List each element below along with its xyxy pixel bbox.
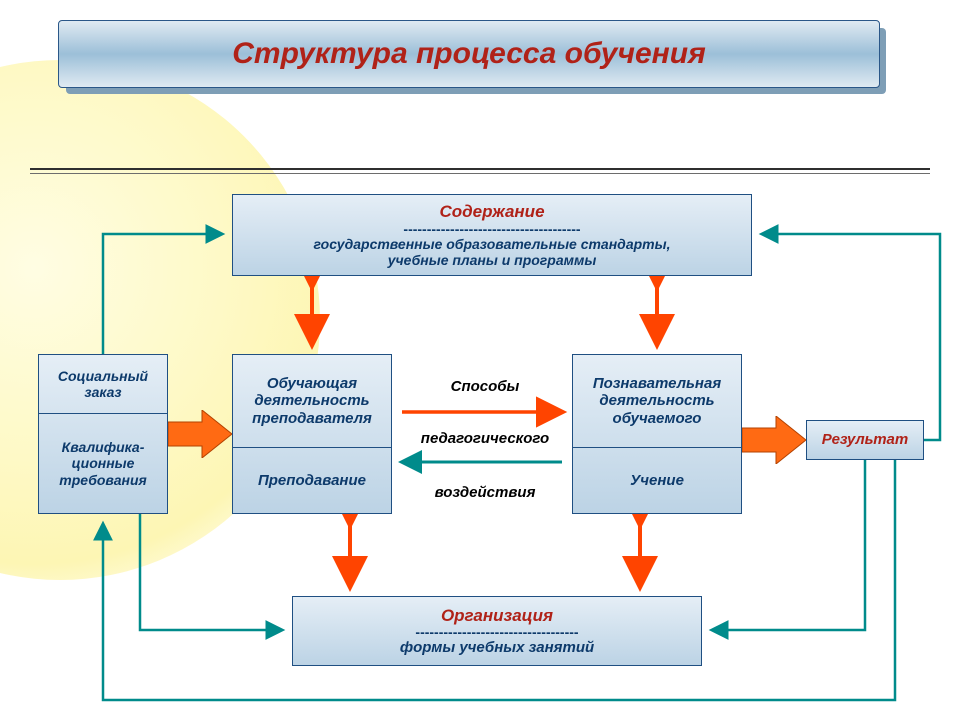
org-dashes: ----------------------------------- [415,625,578,639]
content-sub1: государственные образовательные стандарт… [314,236,671,252]
block-arrow-social-to-teacher [168,410,232,458]
center-label-3: воздействия [410,484,560,501]
content-sub2: учебные планы и программы [388,252,597,268]
box-result: Результат [806,420,924,460]
learner-top: Познавательная деятельность обучаемого [579,375,735,427]
box-content: Содержание -----------------------------… [232,194,752,276]
learner-bottom: Учение [630,472,684,489]
social-top: Социальный заказ [45,368,161,400]
content-header: Содержание [439,202,544,222]
block-arrow-learner-to-result [742,416,806,464]
content-dashes: -------------------------------------- [403,222,580,236]
org-header: Организация [441,606,553,626]
result-label: Результат [822,431,908,448]
title-bar: Структура процесса обучения [58,20,880,88]
page-title: Структура процесса обучения [232,37,706,71]
divider-thick [30,168,930,170]
box-social: Социальный заказ Квалифика- ционные треб… [38,354,168,514]
teacher-top: Обучающая деятельность преподавателя [239,375,385,427]
divider-thin [30,173,930,174]
teacher-bottom: Преподавание [258,472,366,489]
box-teacher: Обучающая деятельность преподавателя Пре… [232,354,392,514]
center-label-1: Способы [410,378,560,395]
box-learner: Познавательная деятельность обучаемого У… [572,354,742,514]
box-organization: Организация ----------------------------… [292,596,702,666]
center-label-2: педагогического [410,430,560,447]
social-bottom: Квалифика- ционные требования [45,439,161,487]
org-sub: формы учебных занятий [400,639,594,656]
